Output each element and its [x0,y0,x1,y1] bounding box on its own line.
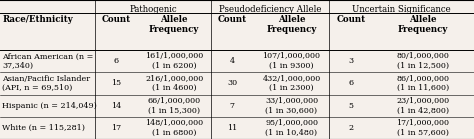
Text: Count: Count [101,15,131,24]
Text: Allele
Frequency: Allele Frequency [149,15,200,34]
Text: 17/1,000,000
(1 in 57,600): 17/1,000,000 (1 in 57,600) [397,119,449,137]
Text: 6: 6 [348,79,353,87]
Text: Pseudodeficiency Allele: Pseudodeficiency Allele [219,5,321,14]
Text: 30: 30 [227,79,237,87]
Text: White (n = 115,281): White (n = 115,281) [2,124,85,132]
Text: African American (n =
37,340): African American (n = 37,340) [2,52,94,70]
Text: 107/1,000,000
(1 in 9300): 107/1,000,000 (1 in 9300) [263,52,320,70]
Text: 2: 2 [348,124,353,132]
Text: 6: 6 [114,57,118,65]
Text: 7: 7 [230,102,235,110]
Text: 15: 15 [111,79,121,87]
Text: Hispanic (n = 214,049): Hispanic (n = 214,049) [2,102,97,110]
Text: 80/1,000,000
(1 in 12,500): 80/1,000,000 (1 in 12,500) [397,52,449,70]
Text: 5: 5 [348,102,353,110]
Text: 161/1,000,000
(1 in 6200): 161/1,000,000 (1 in 6200) [145,52,203,70]
Text: Uncertain Significance: Uncertain Significance [352,5,451,14]
Text: 148/1,000,000
(1 in 6800): 148/1,000,000 (1 in 6800) [145,119,203,137]
Text: 33/1,000,000
(1 in 30,600): 33/1,000,000 (1 in 30,600) [265,97,318,114]
Text: 432/1,000,000
(1 in 2300): 432/1,000,000 (1 in 2300) [263,75,320,92]
Text: Race/Ethnicity: Race/Ethnicity [2,15,73,24]
Text: 23/1,000,000
(1 in 42,800): 23/1,000,000 (1 in 42,800) [396,97,450,114]
Text: 86/1,000,000
(1 in 11,600): 86/1,000,000 (1 in 11,600) [397,75,449,92]
Text: Pathogenic: Pathogenic [129,5,177,14]
Text: Count: Count [336,15,365,24]
Text: 216/1,000,000
(1 in 4600): 216/1,000,000 (1 in 4600) [145,75,203,92]
Text: Allele
Frequency: Allele Frequency [398,15,448,34]
Text: 14: 14 [111,102,121,110]
Text: Allele
Frequency: Allele Frequency [266,15,317,34]
Text: 11: 11 [227,124,237,132]
Text: 3: 3 [348,57,353,65]
Text: 17: 17 [111,124,121,132]
Text: 66/1,000,000
(1 in 15,300): 66/1,000,000 (1 in 15,300) [147,97,201,114]
Text: 4: 4 [230,57,235,65]
Text: Count: Count [218,15,247,24]
Text: Asian/Pacific Islander
(API, n = 69,510): Asian/Pacific Islander (API, n = 69,510) [2,75,91,92]
Text: 95/1,000,000
(1 in 10,480): 95/1,000,000 (1 in 10,480) [265,119,318,137]
